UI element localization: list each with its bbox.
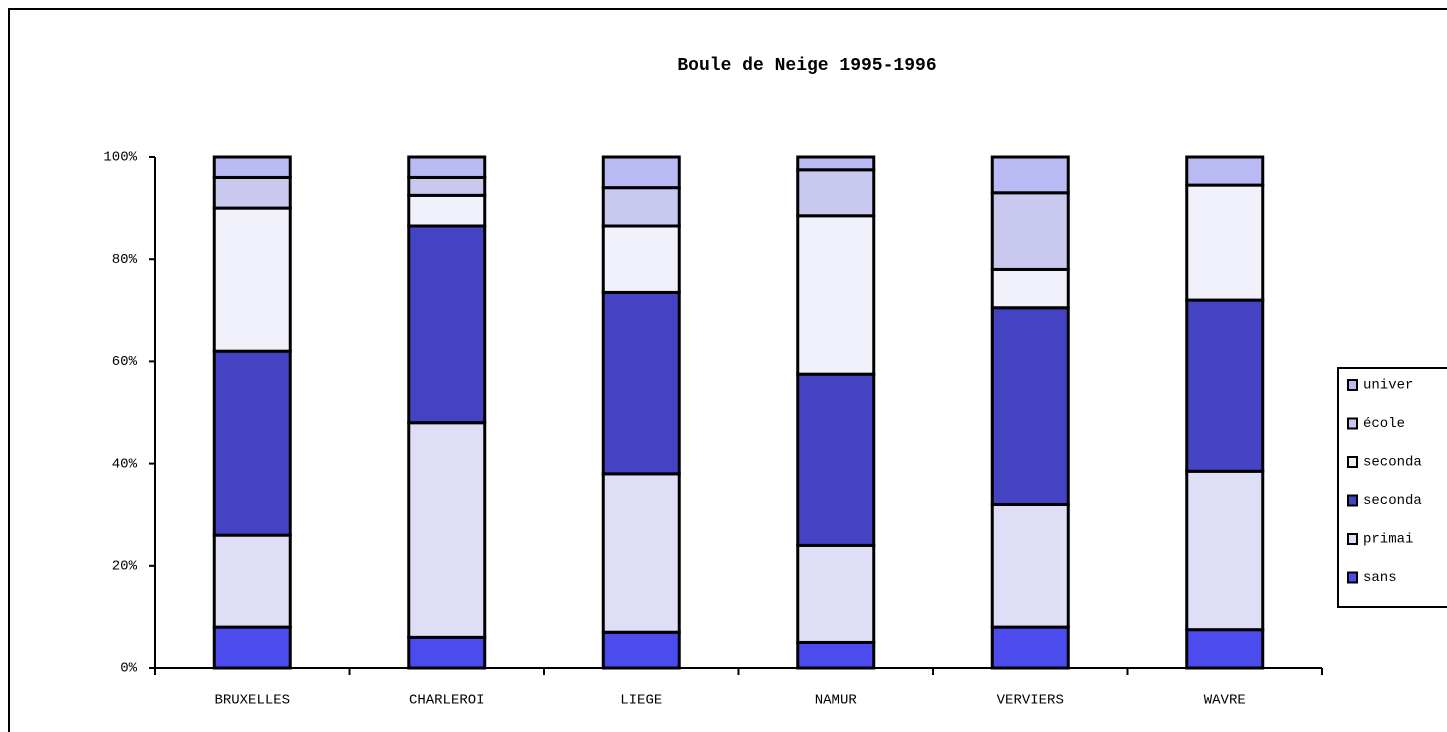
y-tick-label: 0% xyxy=(120,661,137,677)
legend-box xyxy=(1337,367,1447,608)
x-tick-label: BRUXELLES xyxy=(214,693,290,709)
legend-label: seconda xyxy=(1363,455,1422,471)
bar-segment xyxy=(601,224,681,294)
bar-segment xyxy=(212,349,292,537)
bar-segment xyxy=(990,155,1070,195)
legend-swatch xyxy=(1347,571,1358,584)
bar-segment xyxy=(212,175,292,210)
bar-segment xyxy=(407,155,487,179)
legend-swatch xyxy=(1347,494,1358,507)
legend-label: sans xyxy=(1363,570,1397,586)
bar-segment xyxy=(796,372,876,547)
y-tick-label: 40% xyxy=(112,456,138,472)
bar-segment xyxy=(407,421,487,639)
bar-segment xyxy=(212,206,292,353)
bar-segment xyxy=(1185,183,1265,302)
y-tick-label: 20% xyxy=(112,559,138,575)
bar-segment xyxy=(796,640,876,670)
y-tick-label: 100% xyxy=(103,150,137,166)
bar-segment xyxy=(1185,155,1265,187)
bar-segment xyxy=(407,224,487,425)
bar-segment xyxy=(1185,628,1265,670)
bar-segment xyxy=(601,290,681,476)
legend-label: seconda xyxy=(1363,493,1422,509)
legend-label: primai xyxy=(1363,532,1413,548)
bar-segment xyxy=(990,306,1070,506)
bar-segment xyxy=(796,214,876,376)
bar-segment xyxy=(601,472,681,634)
bar-segment xyxy=(212,533,292,629)
x-tick-label: CHARLEROI xyxy=(409,693,485,709)
bar-segment xyxy=(1185,298,1265,473)
legend-swatch xyxy=(1347,417,1358,430)
bar-segment xyxy=(990,502,1070,629)
x-tick-label: WAVRE xyxy=(1204,693,1246,709)
bar-segment xyxy=(990,267,1070,310)
bar-segment xyxy=(212,625,292,670)
chart-frame xyxy=(8,8,1447,732)
bar-segment xyxy=(796,543,876,644)
legend-swatch xyxy=(1347,379,1358,391)
x-tick-label: NAMUR xyxy=(815,693,858,709)
bar-segment xyxy=(601,186,681,228)
bar-segment xyxy=(796,155,876,172)
bar-segment xyxy=(407,193,487,228)
legend-label: univer xyxy=(1363,378,1413,394)
bar-segment xyxy=(1185,469,1265,632)
bar-segment xyxy=(407,175,487,197)
bar-segment xyxy=(990,625,1070,670)
y-tick-label: 60% xyxy=(112,354,138,370)
chart-title: Boule de Neige 1995-1996 xyxy=(677,56,936,76)
x-tick-label: VERVIERS xyxy=(997,693,1064,709)
legend-swatch xyxy=(1347,533,1358,545)
bar-segment xyxy=(601,155,681,190)
bar-segment xyxy=(796,168,876,218)
bar-segment xyxy=(990,191,1070,271)
bar-segment xyxy=(212,155,292,179)
bar-segment xyxy=(601,630,681,670)
y-tick-label: 80% xyxy=(112,252,138,268)
bar-segment xyxy=(407,635,487,670)
legend-label: école xyxy=(1363,416,1405,432)
legend-swatch xyxy=(1347,456,1358,468)
x-tick-label: LIEGE xyxy=(620,693,662,709)
